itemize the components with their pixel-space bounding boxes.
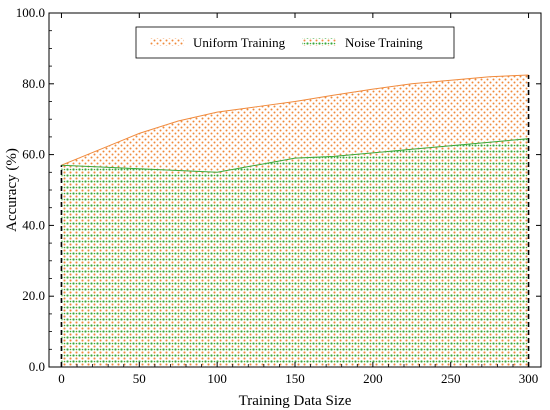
legend-box (135, 26, 455, 59)
x-axis-label: Training Data Size (239, 393, 352, 409)
legend-label-noise-training: Noise Training (345, 35, 423, 50)
y-tick-label: 100.0 (16, 5, 45, 20)
y-tick-label: 40.0 (22, 217, 45, 232)
legend-swatch-uniform-training (150, 38, 184, 46)
legend: Uniform Training Noise Training (135, 26, 455, 59)
area-noise-training (61, 138, 529, 367)
y-tick-label: 0.0 (29, 359, 45, 374)
line-noise-training (61, 138, 529, 173)
x-tick-label: 150 (285, 371, 305, 386)
x-tick-label: 300 (519, 371, 539, 386)
x-tick-label: 200 (363, 371, 383, 386)
x-tick-label: 100 (207, 371, 227, 386)
series-layer (61, 74, 529, 367)
y-axis-ticks: 0.0 20.0 40.0 60.0 80.0 100.0 (16, 5, 541, 374)
y-axis-label: Accuracy (%) (4, 148, 20, 232)
line-uniform-training (61, 74, 529, 166)
y-tick-label: 20.0 (22, 288, 45, 303)
x-tick-label: 50 (133, 371, 146, 386)
x-tick-label: 250 (441, 371, 461, 386)
legend-label-uniform-training: Uniform Training (193, 35, 286, 50)
y-tick-label: 60.0 (22, 147, 45, 162)
y-tick-label: 80.0 (22, 76, 45, 91)
area-edges (60, 74, 530, 367)
x-axis-ticks: 0 50 100 150 200 250 300 (58, 13, 538, 386)
x-tick-label: 0 (58, 371, 65, 386)
legend-swatch-noise-training (302, 38, 336, 46)
